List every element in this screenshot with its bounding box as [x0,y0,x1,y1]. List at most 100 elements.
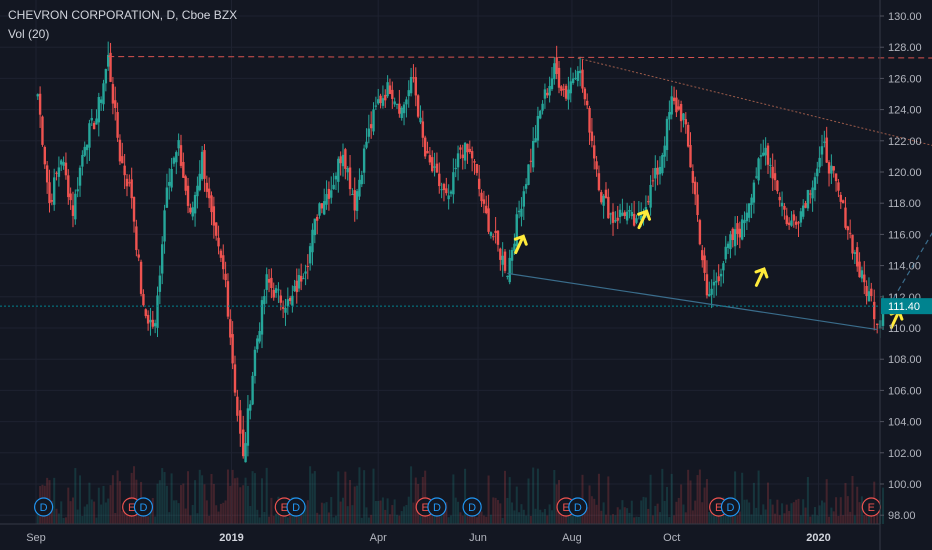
candle-body [48,182,51,204]
volume-bar [419,515,422,524]
dividend-marker[interactable]: D [133,497,154,517]
volume-bar [621,500,624,524]
volume-bar [256,509,259,524]
dividend-marker[interactable]: D [427,497,447,517]
volume-bar [353,486,356,524]
dividend-marker[interactable]: D [286,497,306,517]
earnings-marker[interactable]: E [861,497,881,517]
volume-bar [251,471,254,524]
candle-body [423,137,427,157]
candle-body [132,196,136,222]
candle-body [527,164,530,185]
volume-bar [630,500,633,524]
candle-body [764,147,767,156]
candle-body [191,207,194,217]
volume-bar [388,514,391,524]
volume-bar [86,504,89,524]
volume-bar [64,517,67,524]
volume-bar [790,503,793,524]
candle-body [74,193,77,220]
volume-bar [360,517,363,524]
candle-body [705,274,709,296]
candle-body [57,167,61,177]
candle-body [360,174,363,185]
candle-body [860,270,864,279]
candle-body [369,124,373,129]
marker-circle [720,497,741,517]
volume-bar [372,468,375,524]
volume-bar [339,501,342,524]
time-axis[interactable]: Sep2019AprJunAugOct2020AprJu [0,523,932,544]
candle-body [348,167,352,190]
dividend-marker[interactable]: D [462,497,482,517]
volume-bar [759,514,762,524]
volume-bar [619,509,622,524]
candle-body [146,314,150,324]
volume-bar [144,515,147,524]
candle-body [353,190,356,211]
volume-bar [93,501,96,524]
candle-body [539,110,542,119]
candle-body [414,77,417,96]
candle-body [123,165,126,176]
trend-lines [0,56,932,331]
support-trend-line [507,272,878,331]
volume-bar [612,514,615,524]
volume-bar [147,516,150,524]
volume-bar [212,483,215,524]
volume-bar [501,517,504,524]
volume-bar [311,473,314,524]
dividend-marker[interactable]: D [720,497,741,517]
dividend-marker[interactable]: D [568,497,588,517]
arrow-shape [513,234,528,255]
volume-bar [797,498,800,524]
volume-bar [90,499,93,524]
volume-bar [602,502,605,524]
volume-bar [628,512,631,524]
candle-body [668,112,671,120]
volume-bar [172,500,175,524]
candle-body [200,151,204,180]
volume-bar [424,470,427,524]
volume-bar [179,485,182,524]
candle-body [217,237,220,247]
price-tick-label: 106.00 [888,385,922,397]
volume-bar [114,512,117,524]
volume-bar [344,471,347,524]
volume-bar [208,515,211,524]
volume-bar [597,473,600,524]
symbol-title: CHEVRON CORPORATION, D, Cboe BZX [8,8,238,22]
volume-bar [736,515,739,524]
volume-bar [381,497,384,524]
candle-body [804,203,807,208]
dividend-marker[interactable]: D [34,497,54,517]
candle-body [651,180,655,182]
volume-bar [334,515,337,524]
volume-bar [236,477,239,524]
volume-bar [284,516,287,524]
volume-bar [53,477,56,524]
marker-label: E [868,502,875,514]
volume-bar [548,504,551,524]
candle-body [461,154,464,159]
candle-body [841,200,845,204]
volume-bar [799,515,802,524]
volume-bar [694,500,697,524]
candle-body [203,150,206,179]
volume-bar [677,497,680,524]
volume-bar [614,515,617,524]
candle-body [717,276,720,282]
candle-body [304,271,307,274]
volume-bar [149,509,152,524]
price-axis[interactable]: 130.00 128.00 126.00 124.00 122.00 120.00 118.… [879,0,932,550]
candle-body [647,201,650,203]
candle-body [607,196,610,219]
candle-body [182,161,185,178]
candle-body [242,429,245,457]
volume-bar [300,514,303,524]
volume-bar [543,508,546,524]
volume-bar [316,512,319,524]
volume-bar [464,468,467,524]
volume-bar [738,511,741,524]
